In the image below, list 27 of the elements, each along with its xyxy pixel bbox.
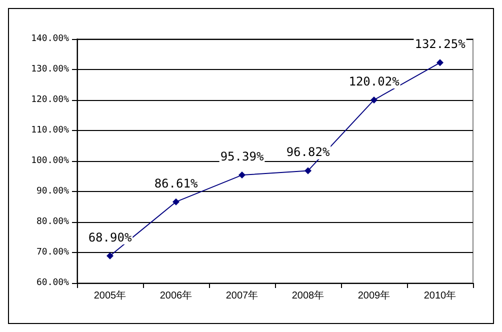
y-tick-label: 70.00%: [36, 248, 70, 258]
x-tick-label: 2008年: [292, 290, 324, 302]
point: [370, 96, 378, 104]
y-tick-label: 120.00%: [31, 95, 70, 105]
data-label: 68.90%: [88, 230, 132, 244]
point: [172, 198, 180, 206]
data-label: 120.02%: [348, 74, 400, 88]
x-tick-label: 2005年: [94, 290, 126, 302]
y-tick-label: 140.00%: [31, 34, 70, 44]
x-tick-label: 2007年: [226, 290, 258, 302]
x-tick-label: 2010年: [424, 290, 456, 302]
y-tick-label: 110.00%: [31, 126, 70, 136]
data-label: 96.82%: [286, 145, 330, 160]
point: [238, 172, 246, 179]
x-tick-label: 2006年: [160, 290, 192, 302]
point: [106, 252, 114, 260]
x-tick-label: 2009年: [358, 290, 390, 302]
y-tick-label: 60.00%: [36, 278, 70, 288]
data-label: 95.39%: [220, 150, 264, 164]
point: [304, 167, 312, 174]
data-label: 86.61%: [154, 176, 198, 190]
point: [436, 59, 444, 66]
y-tick-label: 90.00%: [36, 186, 70, 196]
y-tick-label: 80.00%: [36, 217, 70, 227]
data-label: 132.25%: [414, 37, 466, 52]
y-tick-label: 100.00%: [31, 156, 70, 166]
y-tick-label: 130.00%: [31, 64, 70, 74]
